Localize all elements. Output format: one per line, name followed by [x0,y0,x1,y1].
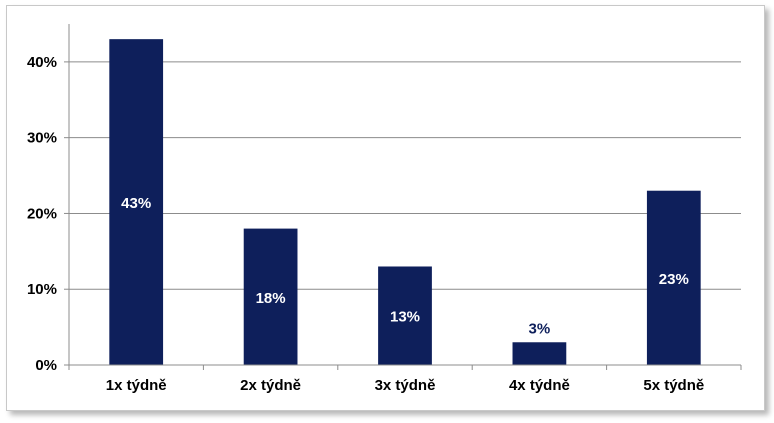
data-label: 23% [659,271,689,288]
x-tick-label: 1x týdně [106,377,167,394]
bar [646,190,701,365]
labels: 0% 10% 20% 30% 40% 43% 1x týdně 18% 2x týdně 13% 3… [27,54,704,394]
data-label: 43% [121,195,151,212]
x-tick-label: 3x týdně [375,377,436,394]
y-tick-label: 30% [27,130,57,147]
bars [109,39,701,366]
x-tick-label: 2x týdně [240,377,301,394]
x-tick-label: 4x týdně [509,377,570,394]
data-label: 13% [390,309,420,326]
y-tick-label: 40% [27,54,57,71]
gridlines [69,61,741,290]
bar [109,39,164,366]
y-tick-label: 20% [27,205,57,222]
bar [378,266,432,365]
bar [243,228,298,365]
data-label: 18% [256,290,286,307]
data-label: 3% [529,320,551,337]
x-tick-label: 5x týdně [643,377,704,394]
y-tick-label: 0% [35,357,57,374]
bar [512,342,567,365]
axes [64,24,742,370]
y-tick-label: 10% [27,281,57,298]
